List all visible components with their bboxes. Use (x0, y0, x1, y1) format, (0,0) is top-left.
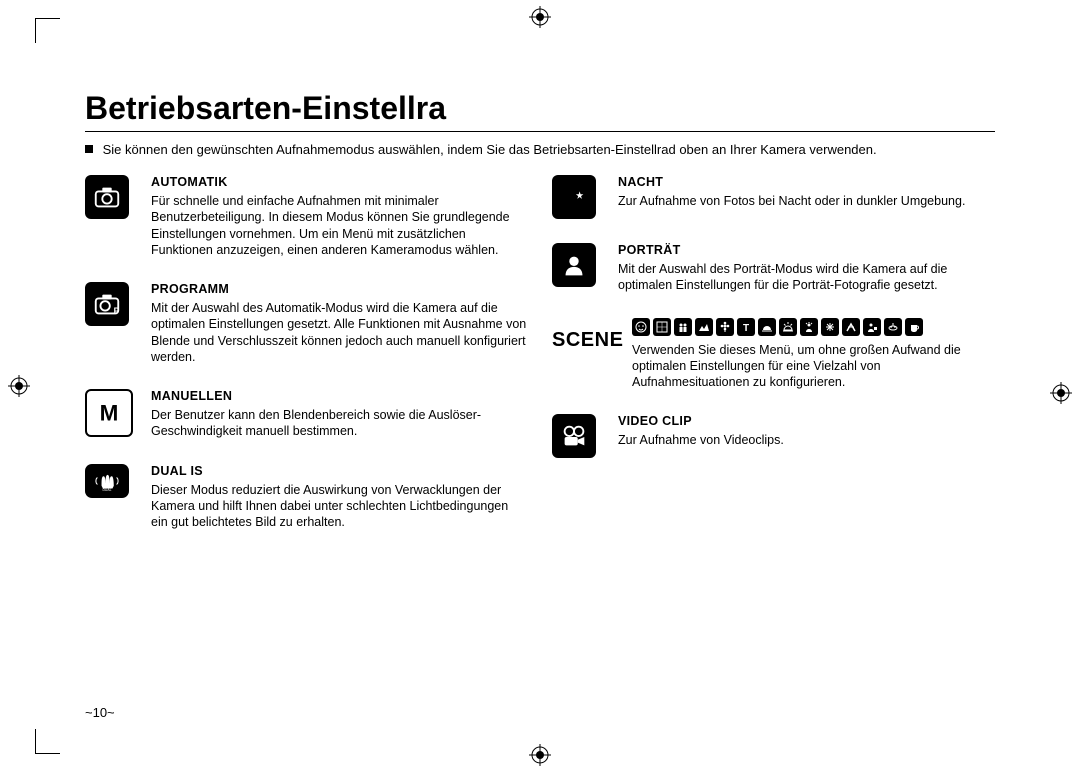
camera-icon (85, 175, 129, 258)
page-number: ~10~ (85, 705, 115, 720)
scene-mini-icons-row: T (632, 318, 995, 336)
crop-mark-tl (35, 18, 60, 43)
mode-portraet: PORTRÄT Mit der Auswahl des Porträt-Modu… (552, 243, 995, 294)
svg-text:M: M (100, 401, 119, 426)
mode-text: Verwenden Sie dieses Menü, um ohne große… (632, 342, 995, 391)
intro-text: Sie können den gewünschten Aufnahmemodus… (103, 142, 877, 157)
mode-text: Zur Aufnahme von Fotos bei Nacht oder in… (618, 193, 995, 209)
mode-programm: P PROGRAMM Mit der Auswahl des Automatik… (85, 282, 528, 365)
night-star-moon-icon (552, 175, 596, 219)
intro-paragraph: Sie können den gewünschten Aufnahmemodus… (85, 142, 995, 157)
mode-text: Zur Aufnahme von Videoclips. (618, 432, 995, 448)
columns: AUTOMATIK Für schnelle und einfache Aufn… (85, 175, 995, 554)
backlight-icon (800, 318, 818, 336)
scene-label: SCENE (552, 318, 622, 391)
mode-manuellen: M MANUELLEN Der Benutzer kann den Blende… (85, 389, 528, 440)
title-divider (85, 131, 995, 132)
mode-scene: SCENE T (552, 318, 995, 391)
registration-mark-bottom (529, 744, 551, 766)
hand-shake-icon: DUAL (85, 464, 129, 531)
registration-mark-right (1050, 382, 1072, 404)
food-icon (884, 318, 902, 336)
crop-mark-bl (35, 729, 60, 754)
video-clip-icon (552, 414, 596, 458)
mode-text: Dieser Modus reduziert die Auswirkung vo… (151, 482, 528, 531)
cafe-cup-icon (905, 318, 923, 336)
bullet-square-icon (85, 145, 93, 153)
smiley-icon (632, 318, 650, 336)
svg-text:T: T (743, 323, 749, 333)
mode-dual-is: DUAL DUAL IS Dieser Modus reduziert die … (85, 464, 528, 531)
dawn-icon (779, 318, 797, 336)
mode-title: MANUELLEN (151, 389, 528, 403)
selfshot-icon (863, 318, 881, 336)
letter-m-icon: M (85, 389, 129, 440)
svg-text:DUAL: DUAL (102, 488, 111, 492)
mode-title: PORTRÄT (618, 243, 995, 257)
children-icon (674, 318, 692, 336)
mode-nacht: NACHT Zur Aufnahme von Fotos bei Nacht o… (552, 175, 995, 219)
text-t-icon: T (737, 318, 755, 336)
frame-guide-icon (653, 318, 671, 336)
registration-mark-left (8, 375, 30, 397)
closeup-flower-icon (716, 318, 734, 336)
camera-p-icon: P (85, 282, 129, 365)
mode-text: Der Benutzer kann den Blendenbereich sow… (151, 407, 528, 440)
page-title: Betriebsarten-Einstellra (85, 90, 995, 127)
mode-title: AUTOMATIK (151, 175, 528, 189)
page: Betriebsarten-Einstellra Sie können den … (0, 0, 1080, 772)
mode-title: DUAL IS (151, 464, 528, 478)
mode-title: VIDEO CLIP (618, 414, 995, 428)
sunset-icon (758, 318, 776, 336)
right-column: NACHT Zur Aufnahme von Fotos bei Nacht o… (552, 175, 995, 554)
mode-text: Mit der Auswahl des Porträt-Modus wird d… (618, 261, 995, 294)
beach-snow-icon (842, 318, 860, 336)
portrait-person-icon (552, 243, 596, 294)
registration-mark-top (529, 6, 551, 28)
mode-automatik: AUTOMATIK Für schnelle und einfache Aufn… (85, 175, 528, 258)
mode-title: PROGRAMM (151, 282, 528, 296)
mode-video: VIDEO CLIP Zur Aufnahme von Videoclips. (552, 414, 995, 458)
mode-text: Mit der Auswahl des Automatik-Modus wird… (151, 300, 528, 365)
mode-title: NACHT (618, 175, 995, 189)
fireworks-icon (821, 318, 839, 336)
mode-text: Für schnelle und einfache Aufnahmen mit … (151, 193, 528, 258)
left-column: AUTOMATIK Für schnelle und einfache Aufn… (85, 175, 528, 554)
landscape-icon (695, 318, 713, 336)
svg-text:P: P (114, 305, 120, 315)
